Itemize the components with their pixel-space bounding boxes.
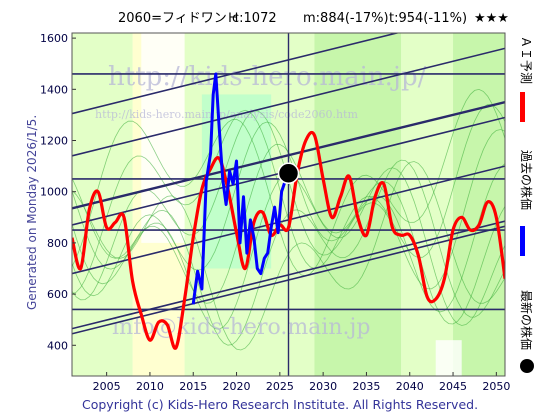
legend-past-price-label: 過去の株価: [519, 150, 534, 210]
channel-line-6: [72, 225, 505, 335]
plot-frame: [71, 32, 506, 377]
y-tick-label-600: 600: [47, 288, 68, 301]
x-tick-label-2005: 2005: [93, 380, 121, 393]
copyright: Copyright (c) Kids-Hero Research Institu…: [82, 397, 478, 412]
x-tick-label-2020: 2020: [223, 380, 251, 393]
band-white-gap: [141, 33, 185, 243]
legend-past-price: 過去の株価: [519, 150, 534, 256]
ai-forecast-line: [72, 130, 505, 350]
latest-price-marker: [277, 162, 300, 185]
x-tick-label-2050: 2050: [482, 380, 510, 393]
x-tick-label-2015: 2015: [179, 380, 207, 393]
past-price-line: [191, 72, 290, 305]
x-tick-label-2030: 2030: [309, 380, 337, 393]
y-tick-label-1000: 1000: [40, 186, 68, 199]
band-white-gap-2: [435, 340, 462, 376]
channel-line-2: [72, 100, 505, 210]
legend-past-price-swatch: [520, 226, 525, 256]
channel-line-4: [72, 165, 505, 275]
channel-line-5: [72, 220, 505, 330]
trend-channel-lines: [72, 33, 505, 335]
x-tick-label-2010: 2010: [136, 380, 164, 393]
legend-ai-forecast-label: ＡＩ予測: [519, 36, 533, 84]
y-tick-label-400: 400: [47, 339, 68, 352]
channel-line-1: [72, 47, 505, 157]
x-tick-label-2025: 2025: [266, 380, 294, 393]
median-target: m:884(-17%): [303, 11, 389, 26]
generated-label: Generated on Monday 2026/1/5.: [25, 115, 39, 310]
legend-ai-forecast-swatch: [520, 92, 525, 122]
target-price: t:954(-11%): [389, 11, 467, 26]
y-tick-label-1200: 1200: [40, 135, 68, 148]
watermark-email: info@kids-hero.main.jp: [112, 315, 370, 340]
rating-stars: ★★★: [474, 11, 509, 26]
current-price: c:1072: [232, 11, 277, 26]
channel-line-0: [72, 33, 401, 115]
watermark-url-small: http://kids-hero.main.jp/analysis/code20…: [95, 108, 358, 121]
chart-header: 2060=フィドワンＨ c:1072 m:884(-17%) t:954(-11…: [118, 11, 509, 26]
x-tick-label-2040: 2040: [396, 380, 424, 393]
y-tick-label-800: 800: [47, 237, 68, 250]
y-tick-label-1600: 1600: [40, 32, 68, 45]
x-tick-label-2035: 2035: [352, 380, 380, 393]
axes: 2005 2010 2015 2020 2025 2030 2035 2040 2045 2050…: [40, 32, 510, 393]
code-name: 2060=フィドワンＨ: [118, 11, 240, 26]
price-series: [72, 72, 505, 350]
legend-ai-forecast: ＡＩ予測: [519, 36, 533, 122]
legend-latest-price: 最新の株価: [519, 290, 534, 373]
legend-latest-price-label: 最新の株価: [519, 290, 534, 350]
y-tick-label-1400: 1400: [40, 83, 68, 96]
x-tick-label-2045: 2045: [439, 380, 467, 393]
legend: ＡＩ予測 過去の株価 最新の株価: [519, 36, 534, 373]
legend-latest-price-marker: [520, 359, 534, 373]
band-zone-5: [453, 33, 505, 376]
watermark-url: http://kids-hero.main.jp/: [108, 62, 427, 92]
